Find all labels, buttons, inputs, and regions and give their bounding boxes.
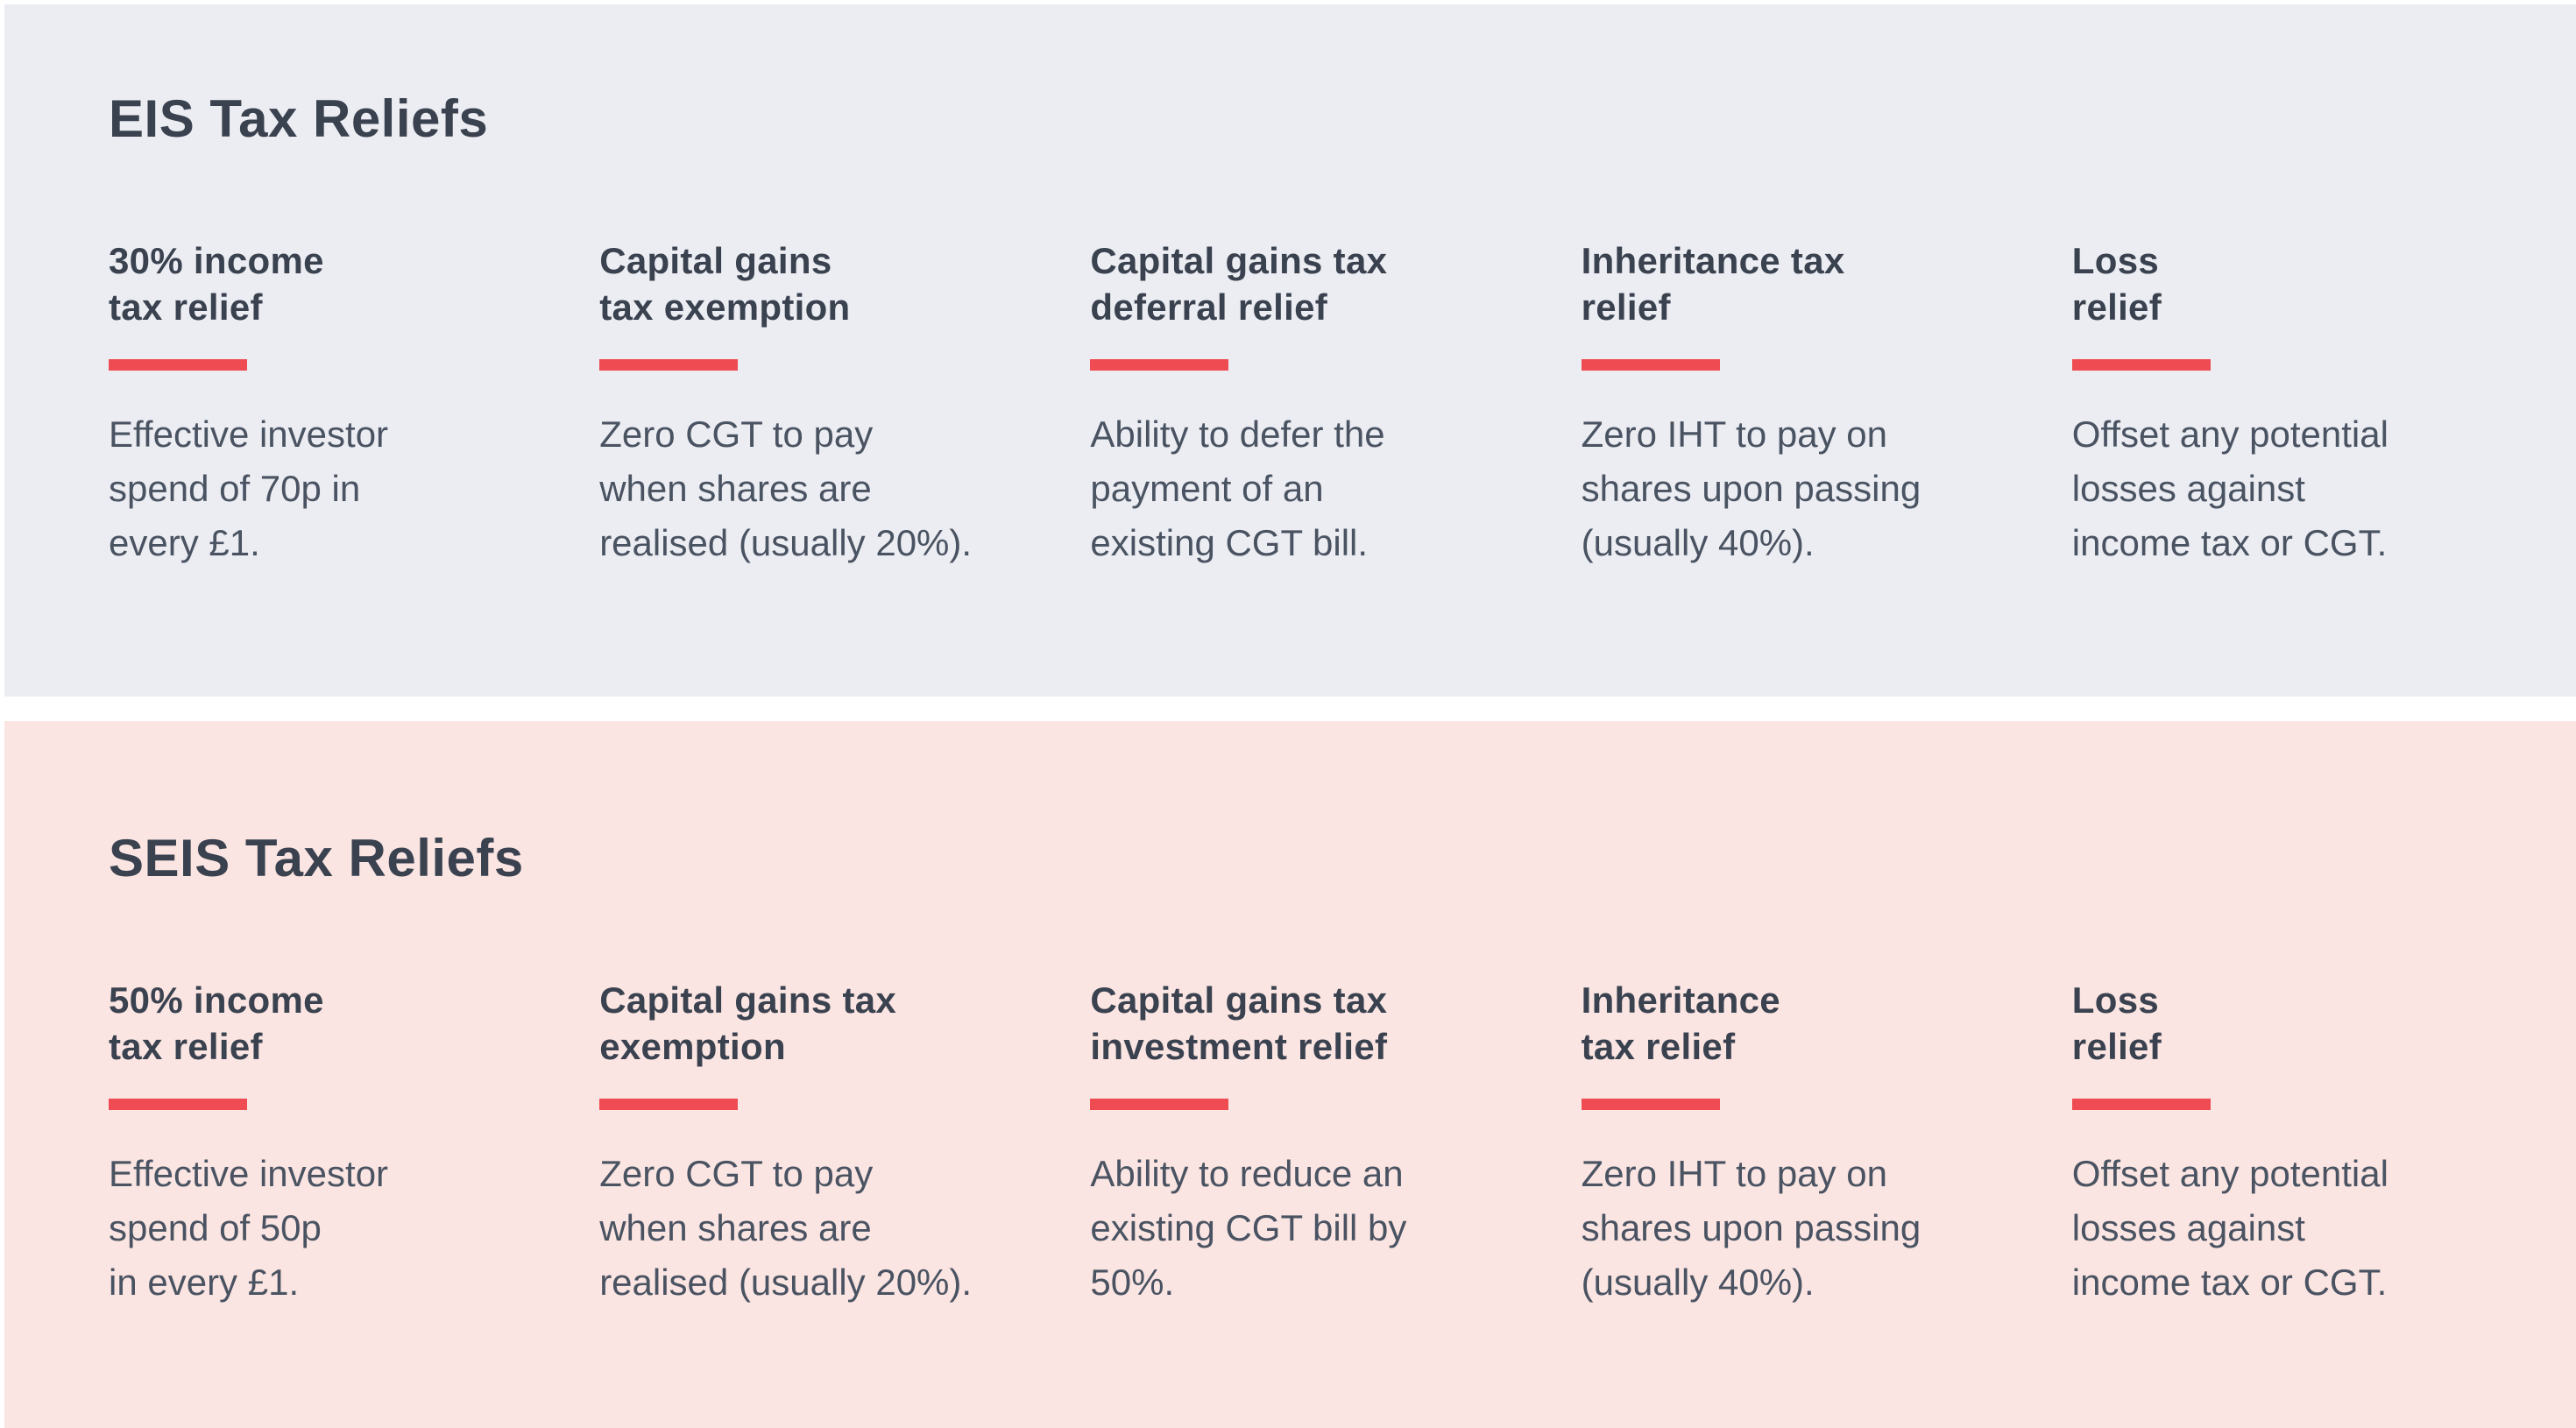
column-heading: Capital gains tax investment relief [1090, 979, 1388, 1067]
column-heading: 50% income tax relief [109, 979, 324, 1067]
accent-bar [109, 1099, 247, 1110]
accent-bar [1090, 359, 1229, 371]
column-body: Zero CGT to pay when shares are realised… [599, 1153, 973, 1303]
accent-bar [109, 359, 247, 371]
accent-bar [2071, 359, 2211, 371]
eis-column-loss-relief: Loss relief Offset any potential losses … [2071, 237, 2488, 570]
accent-bar [599, 1099, 739, 1110]
column-body: Offset any potential losses against inco… [2071, 414, 2388, 563]
eis-column-income-tax-relief: 30% income tax relief Effective investor… [109, 237, 525, 570]
column-heading: Loss relief [2071, 240, 2162, 328]
seis-column-loss-relief: Loss relief Offset any potential losses … [2071, 977, 2488, 1310]
seis-tax-reliefs-panel: SEIS Tax Reliefs 50% income tax relief E… [4, 721, 2576, 1428]
accent-bar [2071, 1099, 2211, 1110]
seis-columns: 50% income tax relief Effective investor… [109, 977, 2488, 1310]
column-heading: Capital gains tax exemption [599, 979, 897, 1067]
column-body: Zero IHT to pay on shares upon passing (… [1581, 414, 1921, 563]
column-body: Zero IHT to pay on shares upon passing (… [1581, 1153, 1921, 1303]
eis-column-cgt-deferral-relief: Capital gains tax deferral relief Abilit… [1090, 237, 1506, 570]
eis-tax-reliefs-panel: EIS Tax Reliefs 30% income tax relief Ef… [4, 4, 2576, 696]
column-heading: Capital gains tax deferral relief [1090, 240, 1388, 328]
column-body: Ability to defer the payment of an exist… [1090, 414, 1385, 563]
column-body: Effective investor spend of 70p in every… [109, 414, 389, 563]
column-heading: Capital gains tax exemption [599, 240, 851, 328]
accent-bar [1090, 1099, 1229, 1110]
accent-bar [1581, 1099, 1720, 1110]
seis-panel-title: SEIS Tax Reliefs [109, 829, 524, 887]
accent-bar [599, 359, 739, 371]
column-heading: Loss relief [2071, 979, 2162, 1067]
column-heading: Inheritance tax relief [1581, 979, 1780, 1067]
column-body: Effective investor spend of 50p in every… [109, 1153, 389, 1303]
seis-column-inheritance-tax-relief: Inheritance tax relief Zero IHT to pay o… [1581, 977, 1998, 1310]
column-heading: 30% income tax relief [109, 240, 324, 328]
seis-column-income-tax-relief: 50% income tax relief Effective investor… [109, 977, 525, 1310]
eis-panel-title: EIS Tax Reliefs [109, 89, 489, 148]
accent-bar [1581, 359, 1720, 371]
eis-column-inheritance-tax-relief: Inheritance tax relief Zero IHT to pay o… [1581, 237, 1998, 570]
eis-columns: 30% income tax relief Effective investor… [109, 237, 2488, 570]
column-body: Ability to reduce an existing CGT bill b… [1090, 1153, 1407, 1303]
eis-column-cgt-exemption: Capital gains tax exemption Zero CGT to … [599, 237, 1016, 570]
seis-column-cgt-exemption: Capital gains tax exemption Zero CGT to … [599, 977, 1016, 1310]
column-body: Offset any potential losses against inco… [2071, 1153, 2388, 1303]
column-body: Zero CGT to pay when shares are realised… [599, 414, 973, 563]
seis-column-cgt-investment-relief: Capital gains tax investment relief Abil… [1090, 977, 1506, 1310]
column-heading: Inheritance tax relief [1581, 240, 1845, 328]
